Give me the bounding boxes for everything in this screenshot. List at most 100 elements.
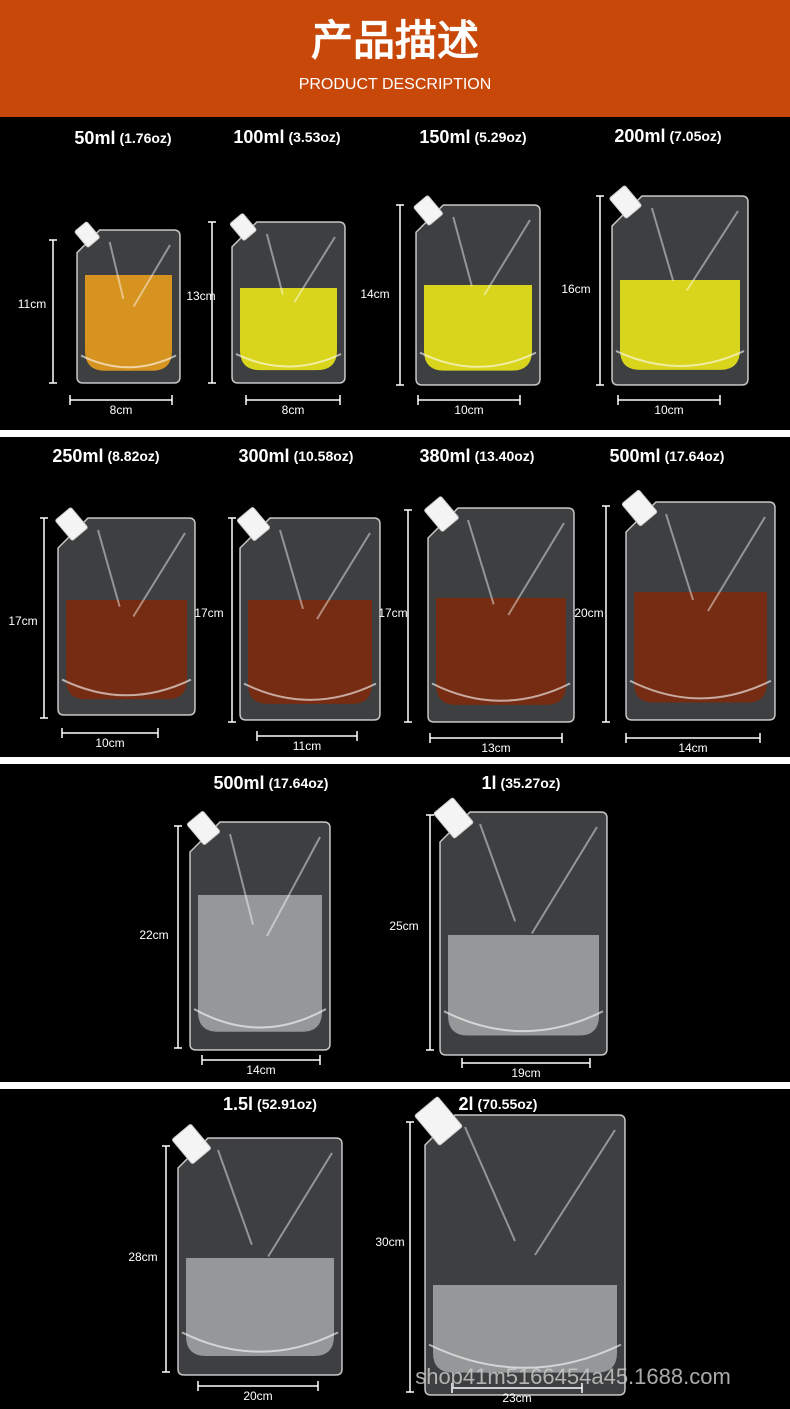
width-line	[625, 733, 761, 743]
capacity: 2l	[459, 1094, 474, 1114]
liquid	[448, 935, 599, 1036]
capacity: 500ml	[214, 773, 265, 793]
spout	[172, 1124, 211, 1164]
capacity-label: 380ml (13.40oz)	[420, 446, 535, 466]
pouch-item: 100ml (3.53oz) 13cm 8cm	[186, 127, 346, 417]
liquid	[433, 1285, 617, 1373]
capacity-label: 300ml (10.58oz)	[239, 446, 354, 466]
width-line	[69, 395, 173, 405]
height-line	[174, 825, 182, 1049]
ounces: (10.58oz)	[294, 448, 354, 464]
spout	[414, 1096, 463, 1146]
capacity-label: 100ml (3.53oz)	[233, 127, 340, 147]
crease	[479, 823, 598, 935]
pouch-item: 300ml (10.58oz) 17cm 11cm	[194, 446, 381, 753]
panel	[0, 764, 790, 1082]
spout	[187, 811, 220, 845]
pouch-item: 250ml (8.82oz) 17cm 10cm	[8, 446, 196, 750]
height-line	[49, 239, 57, 384]
pouch-item: 1l (35.27oz) 25cm 19cm	[389, 773, 608, 1080]
height-label: 28cm	[128, 1250, 157, 1264]
width-line	[417, 395, 521, 405]
pouch-item: 1.5l (52.91oz) 28cm 20cm	[128, 1094, 343, 1403]
gusset	[193, 1008, 327, 1029]
crease	[108, 241, 171, 308]
height-label: 17cm	[378, 606, 407, 620]
liquid	[436, 598, 566, 705]
liquid	[248, 600, 372, 704]
capacity-label: 50ml (1.76oz)	[74, 128, 171, 148]
width-line	[617, 395, 721, 405]
width-label: 20cm	[243, 1389, 272, 1403]
height-line	[40, 517, 48, 719]
width-label: 10cm	[654, 403, 683, 417]
height-label: 16cm	[561, 282, 590, 296]
capacity-label: 250ml (8.82oz)	[52, 446, 159, 466]
width-line	[245, 395, 341, 405]
height-label: 30cm	[375, 1235, 404, 1249]
capacity: 150ml	[419, 127, 470, 147]
width-label: 14cm	[678, 741, 707, 755]
height-line	[228, 517, 236, 723]
capacity-label: 500ml (17.64oz)	[214, 773, 329, 793]
width-label: 10cm	[454, 403, 483, 417]
height-label: 11cm	[18, 297, 46, 311]
height-line	[602, 505, 610, 723]
ounces: (17.64oz)	[269, 775, 329, 791]
ounces: (35.27oz)	[501, 775, 561, 791]
capacity-label: 2l (70.55oz)	[459, 1094, 538, 1114]
width-label: 13cm	[481, 741, 510, 755]
pouch-item: 500ml (17.64oz) 20cm 14cm	[574, 446, 776, 755]
capacity-label: 200ml (7.05oz)	[614, 126, 721, 146]
width-label: 8cm	[282, 403, 305, 417]
spout	[424, 496, 459, 532]
crease	[452, 216, 531, 296]
capacity-label: 1l (35.27oz)	[482, 773, 561, 793]
capacity: 50ml	[74, 128, 115, 148]
liquid	[186, 1258, 334, 1357]
header-band	[0, 0, 790, 117]
ounces: (7.05oz)	[669, 128, 721, 144]
spout	[229, 213, 257, 241]
gusset	[629, 679, 772, 700]
height-label: 17cm	[194, 606, 223, 620]
pouch-item: 380ml (13.40oz) 17cm 13cm	[378, 446, 575, 755]
height-label: 22cm	[139, 928, 168, 942]
width-label: 14cm	[246, 1063, 275, 1077]
height-label: 14cm	[360, 287, 389, 301]
spout	[237, 507, 270, 541]
height-line	[404, 509, 412, 723]
height-line	[406, 1121, 414, 1393]
ounces: (52.91oz)	[257, 1096, 317, 1112]
liquid	[424, 285, 532, 371]
spout	[433, 797, 474, 839]
capacity: 250ml	[52, 446, 103, 466]
width-label: 11cm	[293, 739, 321, 753]
capacity: 200ml	[614, 126, 665, 146]
width-line	[61, 728, 159, 738]
width-label: 8cm	[110, 403, 133, 417]
width-line	[451, 1383, 583, 1393]
crease	[229, 833, 321, 937]
spout	[55, 507, 88, 541]
gusset	[181, 1331, 339, 1353]
ounces: (13.40oz)	[475, 448, 535, 464]
height-line	[426, 814, 434, 1051]
width-label: 19cm	[511, 1066, 540, 1080]
pouch-item: 2l (70.55oz) 30cm 23cm	[375, 1094, 626, 1405]
height-label: 25cm	[389, 919, 418, 933]
pouch-item: 500ml (17.64oz) 22cm 14cm	[139, 773, 331, 1077]
width-line	[256, 731, 358, 741]
liquid	[634, 592, 767, 703]
capacity-label: 500ml (17.64oz)	[610, 446, 725, 466]
crease	[265, 233, 336, 304]
liquid	[85, 275, 172, 371]
gusset	[428, 1343, 622, 1369]
height-label: 20cm	[574, 606, 603, 620]
watermark: shop41m5166454a45.1688.com	[415, 1364, 731, 1389]
spout	[413, 195, 443, 226]
height-line	[162, 1145, 170, 1373]
gusset	[235, 353, 342, 368]
liquid	[198, 895, 322, 1032]
